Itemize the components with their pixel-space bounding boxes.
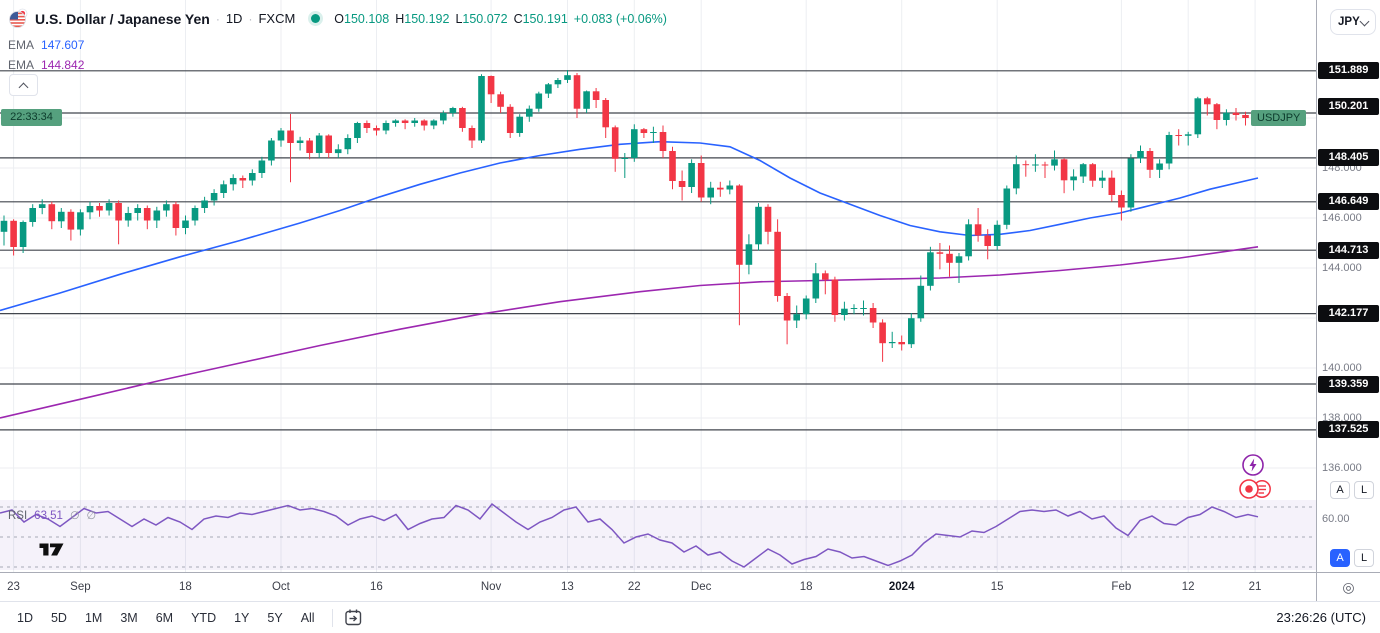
time-axis-label: 12 — [1181, 581, 1195, 593]
time-axis-label: 2024 — [888, 581, 915, 593]
lightning-badge[interactable] — [1241, 453, 1265, 482]
rsi-auto-scale-button[interactable]: A — [1330, 549, 1350, 567]
ema-fast-label: EMA — [8, 38, 35, 52]
currency-value: JPY — [1338, 16, 1360, 28]
time-axis-label: 23 — [7, 581, 20, 593]
ema-fast-value: 147.607 — [41, 38, 85, 52]
toolbar-divider — [331, 608, 333, 627]
exchange-label[interactable]: FXCM — [258, 11, 296, 26]
range-1m-button[interactable]: 1M — [84, 610, 103, 625]
price-axis-label: 140.000 — [1322, 362, 1362, 374]
close-value: 150.191 — [522, 11, 568, 26]
rsi-label: RSI — [8, 509, 28, 522]
ema-slow-legend[interactable]: EMA 144.842 — [8, 58, 84, 72]
range-5y-button[interactable]: 5Y — [267, 610, 283, 625]
open-label: O — [334, 11, 345, 26]
price-axis-label: 146.000 — [1322, 212, 1362, 224]
separator: · — [215, 11, 220, 26]
price-level-label: 142.177 — [1318, 305, 1379, 323]
price-level-label: 146.649 — [1318, 193, 1379, 211]
close-label: C — [513, 11, 523, 26]
price-level-label: 137.525 — [1318, 421, 1379, 439]
currency-selector[interactable]: JPY — [1330, 9, 1376, 35]
high-label: H — [395, 11, 405, 26]
ohlc-readout: O150.108 H150.192 L150.072 C150.191 +0.0… — [334, 12, 667, 26]
open-value: 150.108 — [344, 11, 390, 26]
price-level-label: 139.359 — [1318, 375, 1379, 393]
chart-canvas[interactable] — [0, 0, 1316, 572]
range-5d-button[interactable]: 5D — [50, 610, 67, 625]
log-scale-button[interactable]: L — [1354, 481, 1374, 499]
price-axis[interactable]: JPY 148.000 146.000 144.000 140.000 138.000 1… — [1316, 0, 1380, 572]
collapse-legend-button[interactable] — [9, 74, 38, 96]
range-3m-button[interactable]: 3M — [120, 610, 138, 625]
separator: · — [248, 11, 253, 26]
news-badge[interactable] — [1238, 477, 1274, 506]
rsi-axis-label: 60.00 — [1322, 513, 1350, 525]
rsi-hidden-icon: ∅ — [86, 510, 97, 522]
bottom-toolbar: 1D 5D 1M 3M 6M YTD 1Y 5Y All 23:26:26 (U… — [0, 601, 1380, 633]
price-level-label: 148.405 — [1318, 149, 1379, 167]
range-ytd-button[interactable]: YTD — [191, 610, 217, 625]
price-level-label: 144.713 — [1318, 241, 1379, 259]
market-status-icon — [311, 14, 321, 23]
time-axis-label: 13 — [561, 581, 574, 593]
change-value: +0.083 (+0.06%) — [573, 11, 667, 26]
chevron-up-icon — [18, 82, 29, 93]
price-axis-label: 138.000 — [1322, 412, 1362, 424]
auto-scale-button[interactable]: A — [1330, 481, 1350, 499]
rsi-hidden-icon: ∅ — [69, 510, 80, 522]
range-all-button[interactable]: All — [300, 610, 315, 625]
time-axis-label: Dec — [690, 581, 712, 593]
time-axis-label: 18 — [179, 581, 192, 593]
symbol-flag-icon — [9, 8, 28, 28]
time-axis-label: Nov — [480, 581, 502, 593]
time-axis-label: 18 — [799, 581, 813, 593]
go-to-date-button[interactable] — [343, 607, 364, 628]
countdown-label: 22:33:34 — [1, 109, 62, 126]
price-level-label: 150.201 — [1318, 98, 1379, 116]
timezone-settings-button[interactable]: ◎ — [1316, 573, 1380, 601]
ema-fast-legend[interactable]: EMA 147.607 — [8, 38, 84, 52]
timeframe-label[interactable]: 1D — [225, 11, 243, 26]
time-axis[interactable]: 23 Sep 18 Oct 16 Nov 13 22 Dec 18 2024 15 Feb 12 21 ◎ — [0, 572, 1380, 601]
price-axis-label: 136.000 — [1322, 462, 1362, 474]
time-axis-label: Sep — [70, 581, 91, 593]
low-label: L — [455, 11, 463, 26]
ema-slow-value: 144.842 — [41, 58, 85, 72]
rsi-legend[interactable]: RSI 63.51 ∅ ∅ — [8, 509, 97, 523]
utc-clock: 23:26:26 (UTC) — [1276, 610, 1366, 625]
symbol-header: U.S. Dollar / Japanese Yen · 1D · FXCM O… — [8, 8, 667, 29]
range-1d-button[interactable]: 1D — [17, 610, 33, 625]
rsi-log-scale-button[interactable]: L — [1354, 549, 1374, 567]
time-axis-label: 15 — [990, 581, 1004, 593]
price-axis-label: 144.000 — [1322, 262, 1362, 274]
price-level-label: 151.889 — [1318, 62, 1379, 80]
current-symbol-tag: USDJPY — [1251, 110, 1307, 126]
ema-slow-label: EMA — [8, 58, 35, 72]
high-value: 150.192 — [404, 11, 450, 26]
range-1y-button[interactable]: 1Y — [234, 610, 250, 625]
low-value: 150.072 — [462, 11, 508, 26]
time-axis-label: 21 — [1248, 581, 1262, 593]
time-axis-label: Feb — [1111, 581, 1132, 593]
symbol-title[interactable]: U.S. Dollar / Japanese Yen — [35, 10, 210, 27]
rsi-value: 63.51 — [34, 509, 63, 522]
time-axis-label: Oct — [271, 581, 290, 593]
tradingview-logo[interactable] — [38, 541, 65, 563]
chevron-down-icon — [1359, 16, 1370, 26]
time-axis-label: 16 — [370, 581, 383, 593]
time-axis-label: 22 — [627, 581, 641, 593]
range-6m-button[interactable]: 6M — [155, 610, 174, 625]
